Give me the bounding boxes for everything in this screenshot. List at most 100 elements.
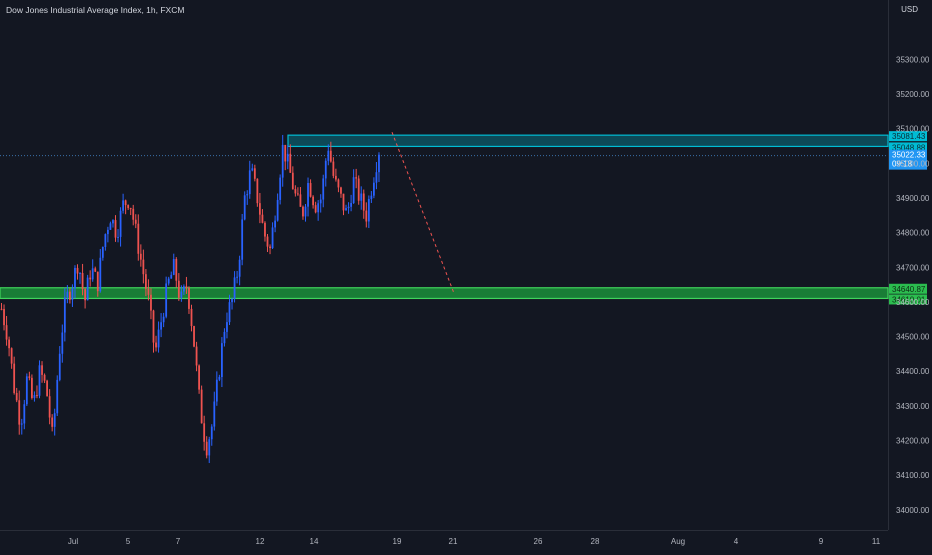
- candle-body: [236, 276, 238, 278]
- candle-body: [370, 195, 373, 200]
- candle-body: [205, 441, 208, 456]
- candle-body: [139, 253, 142, 260]
- candle-body: [46, 380, 48, 397]
- y-tick-label: 35000.00: [896, 159, 930, 168]
- candle-body: [233, 277, 236, 299]
- current-price-label-bg: [889, 149, 927, 170]
- candle-body: [291, 172, 294, 190]
- candle-body: [15, 392, 18, 401]
- candle-body: [76, 267, 79, 274]
- candle-body: [274, 220, 276, 228]
- y-tick-label: 34500.00: [896, 333, 930, 342]
- candle-body: [210, 426, 213, 440]
- projection-line[interactable]: [391, 132, 455, 294]
- x-tick-label: 5: [126, 537, 131, 546]
- candle-body: [373, 182, 375, 196]
- candle-body: [362, 193, 365, 211]
- candle-body: [304, 206, 307, 217]
- candle-body: [365, 210, 368, 222]
- candle-body: [99, 257, 102, 292]
- candle-body: [213, 401, 216, 427]
- candle-body: [360, 193, 363, 201]
- x-tick-label: 7: [176, 537, 181, 546]
- candle-body: [281, 144, 284, 178]
- candle-body: [101, 246, 104, 258]
- candle-body: [13, 363, 16, 393]
- resistance-price-tag-bg: [889, 142, 927, 153]
- candle-body: [251, 168, 254, 171]
- candle-body: [266, 236, 269, 247]
- candle-body: [329, 150, 332, 162]
- currency-label[interactable]: USD: [901, 5, 918, 14]
- candle-body: [165, 283, 168, 317]
- y-tick-label: 35100.00: [896, 125, 930, 134]
- x-tick-label: 14: [310, 537, 319, 546]
- candle-body: [31, 377, 33, 398]
- y-tick-label: 35200.00: [896, 90, 930, 99]
- candle-body: [188, 287, 190, 309]
- candle-body: [150, 294, 152, 311]
- countdown-label: 09:18: [892, 160, 913, 169]
- resistance-zone[interactable]: [287, 134, 889, 148]
- candle-body: [279, 177, 282, 200]
- y-tick-label: 34800.00: [896, 229, 930, 238]
- candle-body: [322, 178, 325, 200]
- candle-body: [309, 183, 312, 197]
- candle-body: [84, 289, 86, 301]
- candle-body: [25, 376, 28, 405]
- x-tick-label: 12: [256, 537, 265, 546]
- candle-body: [160, 322, 162, 330]
- candle-body: [180, 291, 183, 298]
- candle-body: [259, 203, 261, 215]
- candle-body: [129, 208, 132, 210]
- y-tick-label: 34700.00: [896, 263, 930, 272]
- candle-body: [33, 395, 36, 398]
- x-tick-label: 9: [819, 537, 824, 546]
- candle-body: [112, 220, 114, 224]
- candle-body: [5, 325, 8, 340]
- candle-body: [41, 365, 43, 375]
- current-price-label: 35022.33: [892, 151, 926, 160]
- candle-body: [375, 172, 378, 183]
- candle-body: [317, 203, 320, 213]
- candle-body: [38, 365, 41, 396]
- candle-body: [286, 153, 289, 162]
- candle-body: [246, 194, 249, 196]
- candle-body: [43, 374, 46, 381]
- candle-body: [289, 153, 292, 173]
- y-tick-label: 34000.00: [896, 506, 930, 515]
- candle-body: [137, 223, 140, 254]
- candle-body: [107, 229, 109, 235]
- x-tick-label: 21: [449, 537, 458, 546]
- x-tick-label: Aug: [671, 537, 685, 546]
- x-tick-label: 28: [591, 537, 600, 546]
- x-tick-label: 19: [393, 537, 402, 546]
- candle-body: [335, 175, 337, 180]
- candle-body: [127, 205, 130, 209]
- candle-body: [332, 161, 335, 176]
- support-price-tag: 34640.87: [892, 285, 926, 294]
- candle-body: [324, 160, 327, 179]
- candle-body: [190, 308, 193, 327]
- candle-body: [253, 168, 256, 179]
- candle-body: [276, 199, 279, 221]
- candle-body: [109, 223, 112, 230]
- candle-body: [134, 219, 137, 224]
- candle-body: [299, 194, 302, 207]
- chart-title: Dow Jones Industrial Average Index, 1h, …: [6, 5, 185, 15]
- support-zone[interactable]: [0, 287, 889, 300]
- candle-body: [132, 208, 135, 220]
- candle-body: [203, 423, 206, 442]
- candle-body: [243, 195, 246, 220]
- candle-body: [89, 277, 92, 280]
- candle-body: [96, 271, 99, 292]
- candle-body: [307, 183, 309, 207]
- candle-body: [208, 439, 211, 456]
- candle-body: [231, 298, 233, 303]
- y-tick-label: 34100.00: [896, 471, 930, 480]
- candle-body: [155, 342, 157, 348]
- y-tick-label: 34300.00: [896, 402, 930, 411]
- candle-body: [142, 259, 145, 275]
